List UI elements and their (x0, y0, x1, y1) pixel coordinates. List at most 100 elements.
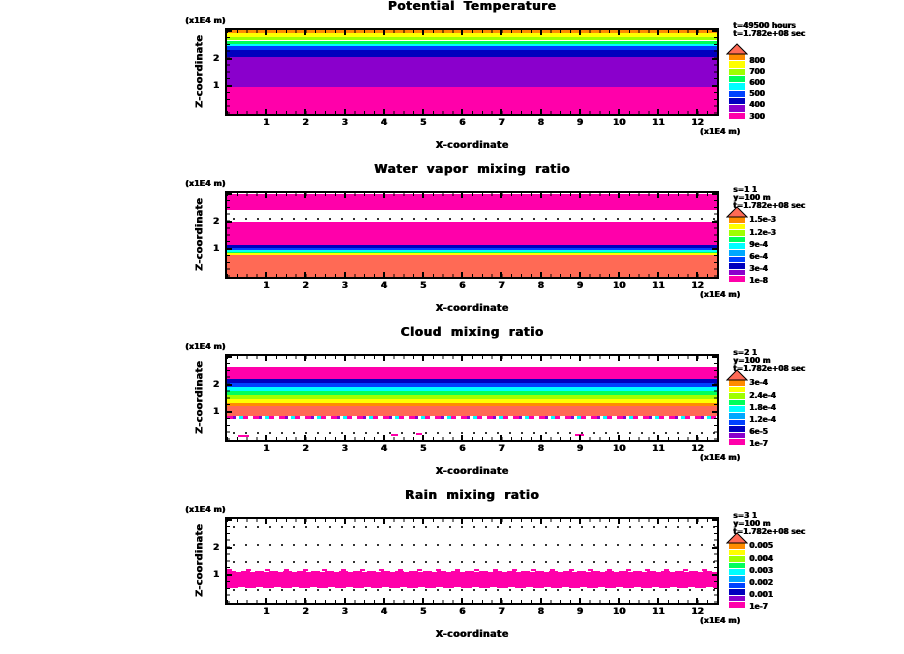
colorbar-band (729, 386, 745, 393)
x-major-tick (618, 519, 620, 524)
x-major-tick (578, 30, 581, 35)
x-major-tick (304, 598, 307, 603)
x-tick-label-4: 4 (380, 607, 387, 617)
x-axis-label: X-coordinate (435, 466, 509, 477)
panel-0-title: Potential Temperature (387, 0, 557, 13)
grid-dots-row (227, 589, 717, 592)
z-minor-ticks-right (714, 519, 717, 603)
grid-dots-row (227, 561, 717, 563)
colorbar-band (729, 105, 745, 112)
colorbar-0 (729, 54, 745, 120)
y-axis-unit-label: (x1E4 m) (185, 505, 226, 514)
x-minor-ticks-top (227, 356, 717, 359)
x-tick-label-2: 2 (302, 281, 309, 291)
x-major-tick (500, 109, 503, 114)
contour-band (227, 244, 717, 249)
x-tick-label-5: 5 (419, 444, 427, 454)
contour-band (227, 405, 717, 416)
x-tick-label-11: 11 (651, 281, 665, 291)
colorbar-3 (729, 543, 745, 609)
contour-band (227, 43, 717, 47)
grid-dots-row (227, 218, 717, 221)
x-tick-label-11: 11 (651, 118, 665, 128)
x-tick-label-11: 11 (651, 607, 665, 617)
colorbar-band (729, 393, 745, 399)
z-minor-ticks-right (714, 356, 717, 440)
colorbar-top-triangle (726, 532, 748, 544)
x-major-tick (578, 435, 581, 440)
x-major-tick (539, 519, 542, 524)
colorbar-band (729, 112, 745, 119)
colorbar-band (729, 236, 745, 243)
x-minor-ticks-bottom (227, 274, 717, 277)
x-major-tick (657, 435, 660, 440)
x-tick-label-3: 3 (341, 118, 348, 128)
colorbar-band (729, 269, 745, 276)
contour-band (227, 222, 717, 245)
x-tick-label-4: 4 (380, 118, 387, 128)
grid-dots-row (227, 544, 717, 547)
contour-band (227, 86, 717, 114)
x-major-tick (657, 30, 660, 35)
x-tick-label-9: 9 (576, 607, 583, 617)
x-tick-label-7: 7 (498, 281, 505, 291)
colorbar-band (729, 263, 745, 269)
x-axis-unit-label: (x1E4 m) (699, 290, 740, 299)
x-minor-ticks-top (227, 519, 717, 522)
x-minor-ticks-bottom (227, 437, 717, 440)
colorbar-1 (729, 217, 745, 283)
colorbar-header-line: s=2 1 (733, 348, 757, 357)
colorbar-band (729, 76, 745, 83)
colorbar-band (729, 54, 745, 61)
contour-band (227, 402, 717, 406)
z-minor-ticks-right (714, 30, 717, 114)
contour-band (227, 37, 717, 41)
z-major-tick (712, 220, 717, 223)
x-major-tick (343, 272, 346, 277)
x-major-tick (657, 519, 660, 524)
x-major-tick (696, 435, 699, 440)
y-tick-label-1: 1 (212, 244, 219, 255)
colorbar-band (729, 589, 745, 595)
x-major-tick (696, 598, 699, 603)
plot-area-2 (225, 354, 719, 442)
colorbar-label: 1e-7 (749, 439, 768, 449)
colorbar-top-triangle (726, 206, 748, 218)
colorbar-label: 800 (749, 55, 765, 65)
colorbar-band (729, 406, 745, 412)
contour-band (227, 398, 717, 403)
x-major-tick (343, 30, 346, 35)
x-minor-ticks-top (227, 30, 717, 33)
colorbar-header-line: y=100 m (733, 519, 771, 528)
x-tick-label-7: 7 (498, 607, 505, 617)
colorbar-label: 700 (749, 66, 765, 76)
panel-1-title: Water vapor mixing ratio (373, 162, 571, 176)
z-major-tick (227, 193, 232, 196)
contour-band (227, 33, 717, 38)
x-major-tick (539, 435, 542, 440)
colorbar-top-triangle (726, 369, 748, 381)
x-tick-label-3: 3 (341, 607, 348, 617)
x-tick-label-2: 2 (302, 118, 309, 128)
colorbar-band (729, 276, 745, 282)
colorbar-label: 600 (749, 78, 765, 88)
x-tick-label-3: 3 (341, 281, 348, 291)
x-major-tick (343, 356, 346, 361)
colorbar-label: 1e-7 (749, 602, 768, 612)
colorbar-label: 3e-4 (749, 264, 768, 274)
plot-area-1 (225, 191, 719, 279)
colorbar-band (729, 250, 745, 256)
colorbar-header-line: t=49500 hours (733, 21, 796, 30)
colorbar-band (729, 576, 745, 582)
colorbar-band (729, 582, 745, 589)
x-major-tick (657, 193, 660, 198)
x-major-tick (500, 193, 503, 198)
panel-3-title: Rain mixing ratio (404, 488, 540, 502)
contour-band (227, 251, 717, 254)
x-tick-label-3: 3 (341, 444, 348, 454)
x-major-tick (422, 519, 424, 524)
x-tick-label-2: 2 (302, 444, 309, 454)
plot-area-0 (225, 28, 719, 116)
x-major-tick (618, 109, 620, 114)
x-major-tick (343, 519, 346, 524)
